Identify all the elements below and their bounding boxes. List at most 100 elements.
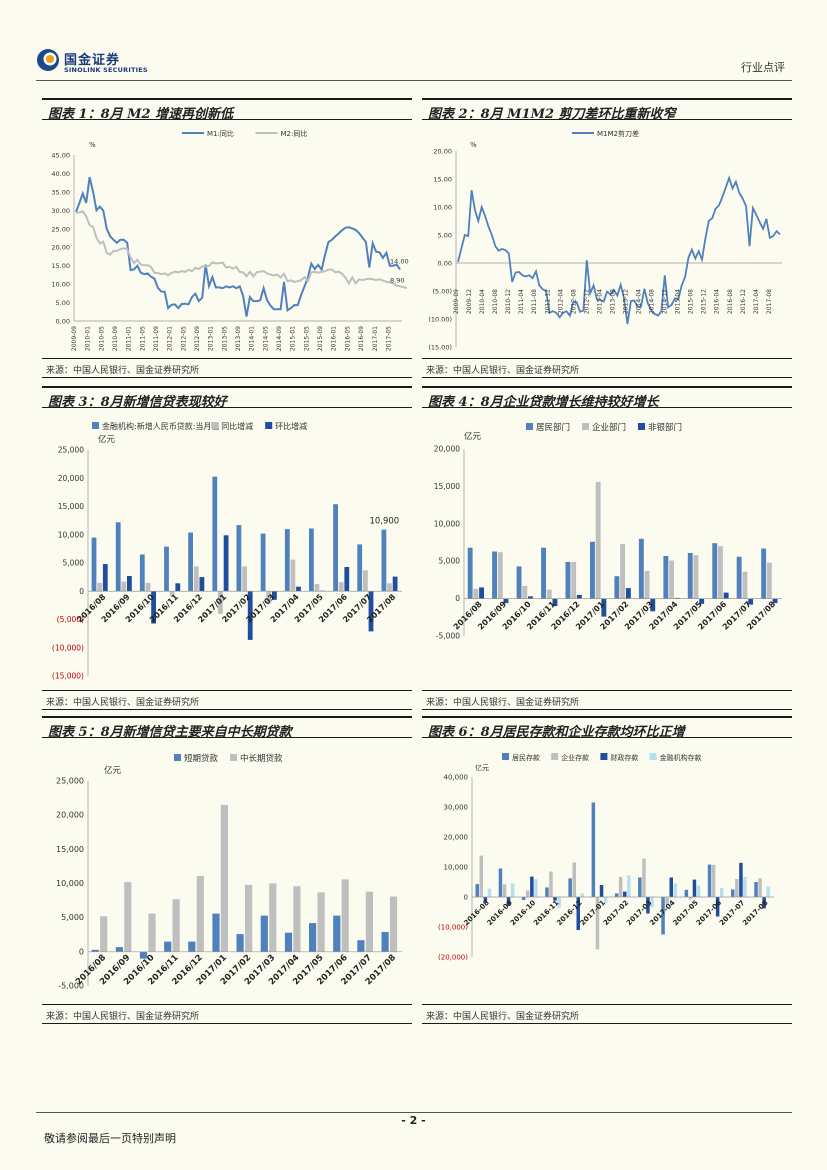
y-tick-label: 10.00 (51, 281, 70, 289)
bar-环比增减 (151, 591, 156, 624)
x-tick-label: 2013-08 (609, 289, 616, 314)
bar-中长期贷款 (124, 882, 132, 952)
bar-居民部门 (663, 556, 669, 599)
x-tick-label: 2009-09 (71, 326, 78, 351)
x-tick-label: 2015-12 (701, 289, 708, 314)
x-tick-label: 2016-12 (740, 289, 747, 314)
header-rule (36, 80, 792, 81)
x-tick-label: 2013-09 (235, 326, 242, 351)
bar-非银部门 (625, 588, 631, 599)
bar-金融机构:新增人民币贷款:当月值 (91, 537, 97, 592)
bar-环比增减 (175, 583, 181, 592)
bar-短期贷款 (139, 951, 148, 959)
bar-金融机构存款 (743, 876, 747, 897)
bar-居民部门 (516, 566, 522, 599)
bar-企业存款 (758, 878, 762, 897)
figure-source: 来源：中国人民银行、国金证券研究所 (422, 358, 792, 378)
bar-金融机构:新增人民币贷款:当月值 (139, 554, 145, 592)
y-tick-label: 20,000 (444, 834, 469, 842)
figure-title: 图表 4：8月企业贷款增长维持较好增长 (422, 386, 792, 410)
bar-企业存款 (711, 864, 716, 897)
bar-财政存款 (669, 877, 673, 897)
x-tick-label: 2015-04 (675, 289, 682, 314)
bar-居民存款 (754, 882, 758, 897)
footer-rule (36, 1112, 792, 1113)
y-tick-label: 10,000 (444, 864, 469, 872)
bar-企业部门 (473, 588, 479, 599)
x-tick-label: 2014-12 (662, 289, 669, 314)
x-tick-label: 2010-01 (85, 326, 92, 351)
y-tick-label: 10,000 (434, 519, 460, 528)
x-tick-label: 2015-05 (303, 326, 310, 351)
y-unit-label: 亿元 (475, 763, 489, 772)
figure-title: 图表 2：8月 M1M2 剪刀差环比重新收窄 (422, 98, 792, 122)
bar-短期贷款 (212, 913, 220, 952)
bar-短期贷款 (333, 915, 341, 952)
bar-企业部门 (742, 571, 748, 599)
legend-swatch (211, 422, 219, 429)
bar-短期贷款 (284, 932, 293, 952)
brand-name-cn: 国金证券 (64, 53, 121, 68)
bar-环比增减 (223, 535, 229, 592)
bar-财政存款 (530, 876, 534, 897)
bar-环比增减 (102, 564, 108, 592)
y-tick-label: 5,000 (439, 557, 461, 566)
legend-swatch (265, 422, 273, 429)
document-type: 行业点评 (741, 61, 785, 74)
bar-中长期贷款 (100, 916, 108, 952)
brand-logo-icon (37, 49, 59, 71)
x-tick-label: 2014-04 (636, 289, 643, 314)
disclaimer-note: 敬请参阅最后一页特别声明 (44, 1132, 176, 1145)
x-tick-label: 2011-09 (153, 326, 160, 351)
bar-金融机构:新增人民币贷款:当月值 (260, 533, 266, 592)
figure-title: 图表 1：8月 M2 增速再创新低 (42, 98, 412, 122)
y-tick-label: 10,000 (58, 530, 84, 539)
bar-同比增减 (193, 566, 199, 592)
y-tick-label: 0 (79, 947, 84, 956)
bar-居民存款 (614, 893, 619, 897)
legend-label: M1:同比 (207, 129, 234, 138)
y-tick-label: 0 (464, 894, 468, 902)
y-tick-label: 0.00 (56, 318, 70, 326)
series-line-M2:同比 (75, 210, 408, 290)
y-tick-label: 15,000 (434, 482, 460, 491)
legend-swatch (230, 754, 237, 761)
bar-居民存款 (661, 897, 665, 935)
y-tick-label: 10,000 (56, 879, 84, 888)
bar-企业部门 (620, 544, 625, 599)
x-tick-label: 2012-05 (180, 326, 187, 351)
legend-label: M2:同比 (281, 129, 308, 138)
bar-企业存款 (735, 879, 739, 897)
bar-企业存款 (618, 876, 623, 897)
bar-非银部门 (503, 598, 509, 604)
bar-居民部门 (565, 561, 571, 599)
bar-同比增减 (387, 583, 392, 592)
y-tick-label: 15.00 (51, 262, 70, 270)
bar-同比增减 (169, 591, 175, 596)
bar-居民部门 (614, 576, 620, 599)
legend-swatch (551, 753, 559, 760)
bar-同比增减 (121, 581, 127, 592)
data-label: 8.90 (390, 276, 404, 284)
bar-非银部门 (601, 598, 607, 617)
bar-环比增减 (272, 591, 277, 600)
y-tick-label: 25.00 (51, 225, 70, 233)
series-line-M1:同比 (75, 176, 401, 317)
bar-非银部门 (650, 598, 656, 612)
bar-金融机构存款 (696, 885, 701, 897)
bar-企业部门 (669, 560, 674, 599)
x-tick-label: 2011-04 (518, 289, 525, 314)
x-tick-label: 2015-08 (688, 289, 695, 314)
figure-source: 来源：中国人民银行、国金证券研究所 (422, 690, 792, 710)
bar-非银部门 (576, 594, 582, 599)
bar-居民存款 (731, 889, 735, 897)
y-tick-label: (10,000) (438, 924, 468, 932)
legend-label: 金融机构存款 (660, 753, 702, 762)
bar-财政存款 (576, 897, 580, 930)
bar-中长期贷款 (389, 896, 398, 952)
y-tick-label: 45.00 (51, 152, 70, 160)
bar-居民部门 (467, 547, 473, 599)
y-tick-label: 0 (455, 594, 460, 603)
